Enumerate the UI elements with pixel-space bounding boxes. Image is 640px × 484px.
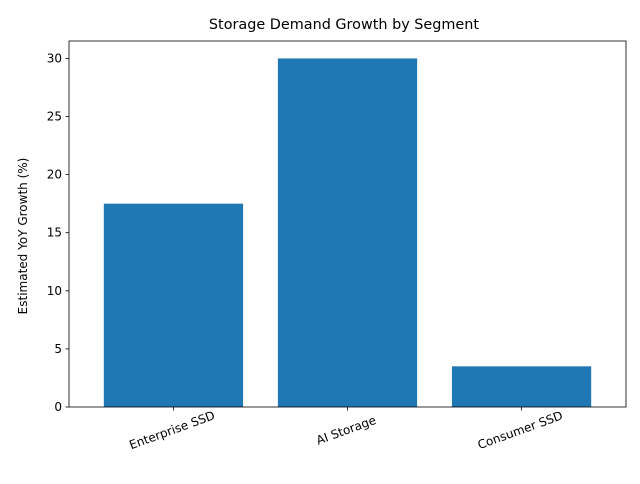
y-axis: 0 5 10 15 20 25 30 — [47, 51, 69, 414]
y-tick-label: 10 — [47, 284, 62, 298]
y-tick-label: 15 — [47, 226, 62, 240]
x-tick-label: AI Storage — [314, 413, 378, 448]
bar-enterprise-ssd — [103, 203, 244, 407]
plot-area — [103, 58, 592, 408]
x-tick-label: Consumer SSD — [476, 408, 565, 452]
plot-frame — [68, 40, 627, 408]
y-tick-label: 20 — [47, 168, 62, 182]
y-tick-label: 30 — [47, 51, 62, 65]
bar-consumer-ssd — [451, 366, 592, 407]
y-axis-label: Estimated YoY Growth (%) — [16, 158, 30, 315]
chart-title: Storage Demand Growth by Segment — [209, 17, 479, 33]
y-tick-label: 5 — [54, 342, 62, 356]
x-tick-label: Enterprise SSD — [127, 408, 216, 452]
y-tick-label: 25 — [47, 110, 62, 124]
bar-ai-storage — [277, 58, 418, 408]
y-tick-label: 0 — [54, 400, 62, 414]
x-axis: Enterprise SSD AI Storage Consumer SSD — [127, 407, 565, 452]
